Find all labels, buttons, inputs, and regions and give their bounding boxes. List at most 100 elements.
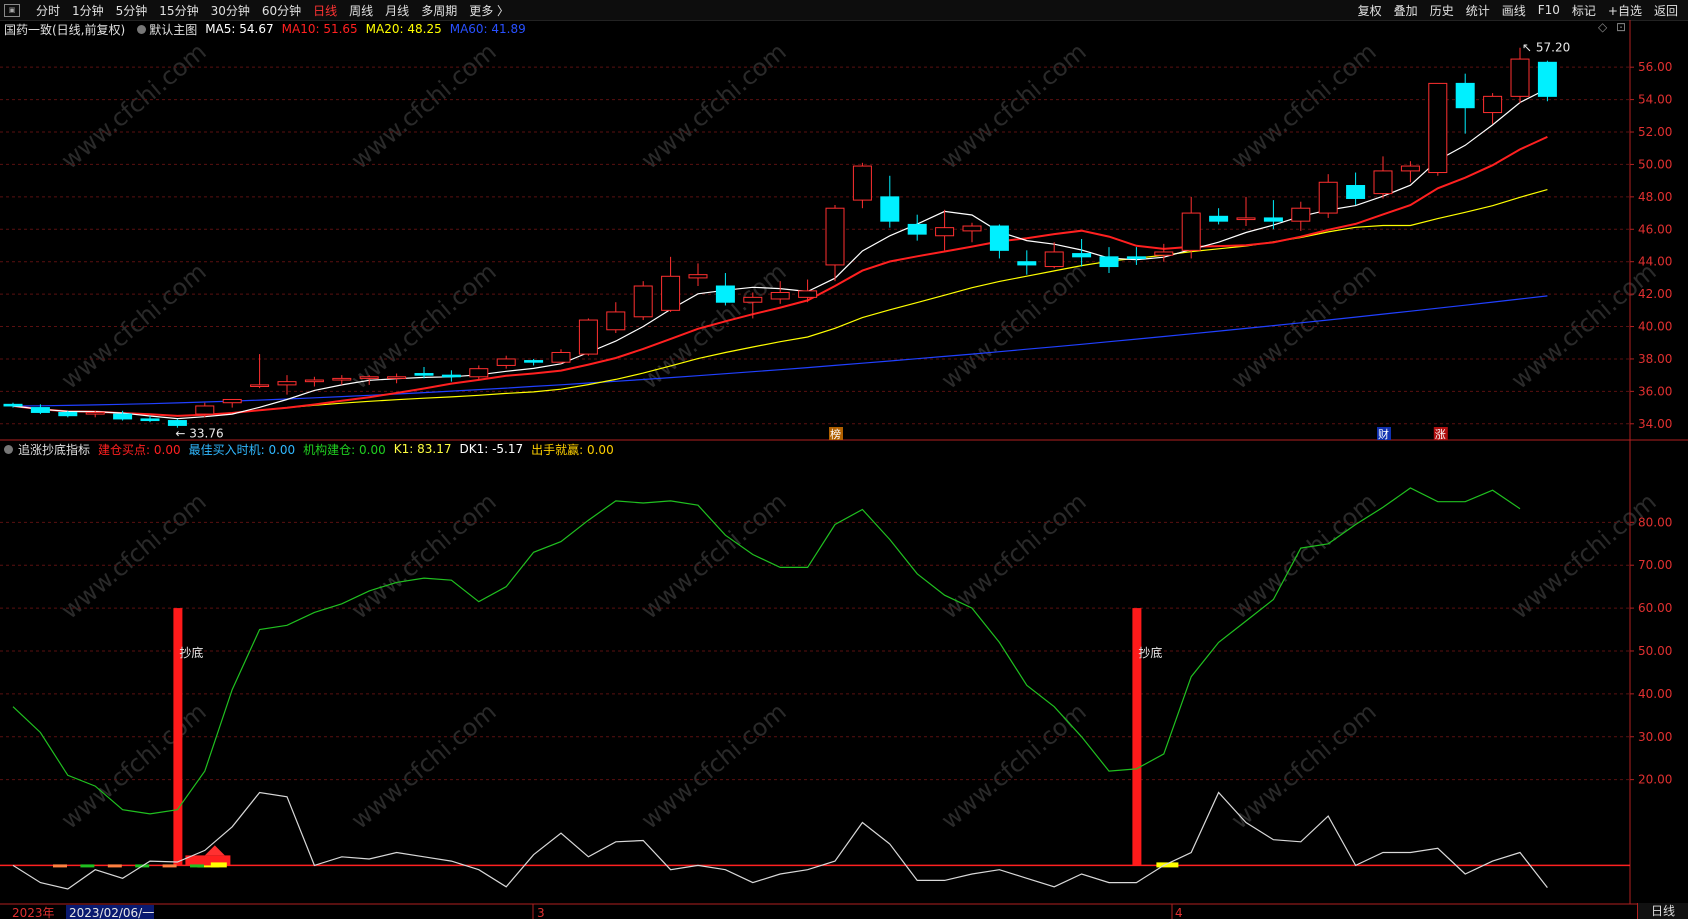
chaodi-bar-1: [1132, 608, 1142, 866]
main-chart-infobar: 国药一致(日线,前复权) 默认主图 MA5: 54.67 MA10: 51.65…: [4, 20, 534, 38]
candle-body-22: [606, 311, 626, 331]
toolbar-button-7[interactable]: +自选: [1607, 3, 1642, 18]
indicator-name[interactable]: 追涨抄底指标: [18, 442, 91, 457]
watermark-text-20: www.cfchi.com: [936, 697, 1092, 834]
period-label[interactable]: 日线: [1637, 903, 1688, 919]
start-dash-5: [190, 864, 204, 868]
toolbar-button-3[interactable]: 统计: [1465, 3, 1490, 18]
xaxis-year: 2023年: [12, 906, 55, 919]
candle-body-17: [469, 368, 489, 378]
candle-body-20: [551, 351, 571, 363]
chaodi-label-1: 抄底: [1138, 645, 1162, 660]
candle-body-48: [1318, 181, 1338, 214]
badge-bang-bg: [829, 427, 843, 440]
dk1-line: [12, 791, 1548, 890]
k1-value: K1: 83.17: [393, 442, 452, 456]
buy-signal-0: [197, 862, 220, 868]
tab-2[interactable]: 5分钟: [115, 3, 148, 18]
tab-5[interactable]: 60分钟: [261, 3, 302, 18]
toolbar-button-6[interactable]: 标记: [1571, 3, 1596, 18]
candle-body-16: [441, 374, 461, 378]
indicator-tick-label-6: 80.00: [1638, 515, 1672, 529]
tab-0[interactable]: 分时: [36, 3, 61, 18]
xaxis-month-3: 3: [537, 906, 545, 919]
badge-bang: 榜: [830, 427, 841, 441]
toolbar-button-8[interactable]: 返回: [1653, 3, 1678, 18]
dk1-value: DK1: -5.17: [459, 442, 524, 456]
indicator-icon[interactable]: [4, 444, 13, 454]
tab-10[interactable]: 更多 〉: [469, 3, 510, 18]
low-price-label: ← 33.76: [175, 427, 223, 441]
candle-body-26: [715, 285, 735, 303]
tab-3[interactable]: 15分钟: [159, 3, 199, 18]
price-tick-label-1: 36.00: [1638, 384, 1672, 398]
ma5-line: [12, 88, 1548, 420]
buy-signal-1: [1156, 862, 1179, 868]
watermark-text-3: www.cfchi.com: [936, 37, 1092, 174]
watermark-text-1: www.cfchi.com: [346, 37, 502, 174]
ma10-value: MA10: 51.65: [281, 22, 358, 36]
indicator-tick-label-5: 70.00: [1638, 558, 1672, 572]
ma60-value: MA60: 41.89: [449, 22, 526, 36]
tab-7[interactable]: 周线: [349, 3, 374, 18]
start-dash-1: [80, 864, 95, 868]
candle-body-24: [661, 275, 681, 311]
template-icon[interactable]: [137, 24, 147, 34]
candle-body-49: [1346, 185, 1366, 199]
signal-block: [185, 855, 231, 866]
jigou-value: 机构建仓: 0.00: [303, 442, 386, 457]
tab-8[interactable]: 月线: [385, 3, 410, 18]
signal-yellow: [210, 862, 227, 868]
candle-body-41: [1126, 256, 1146, 259]
ma5-value: MA5: 54.67: [205, 22, 274, 36]
candle-body-43: [1181, 212, 1201, 251]
candle-body-28: [770, 291, 790, 300]
layout-icon[interactable]: ⊡: [1616, 20, 1627, 34]
watermark-text-15: www.cfchi.com: [1226, 487, 1382, 624]
candle-body-34: [935, 227, 955, 237]
indicator-tick-label-2: 40.00: [1638, 687, 1672, 701]
app-menu-icon[interactable]: ▣: [4, 3, 20, 17]
jiancang-value: 建仓买点: 0.00: [98, 442, 181, 457]
watermark-text-6: www.cfchi.com: [346, 257, 502, 394]
start-dash-2: [107, 864, 122, 868]
candle-body-25: [688, 274, 708, 279]
toolbar-button-5[interactable]: F10: [1537, 3, 1560, 17]
price-tick-label-8: 50.00: [1638, 157, 1672, 171]
tab-9[interactable]: 多周期: [421, 3, 458, 18]
candle-body-29: [798, 290, 818, 298]
candle-body-56: [1537, 61, 1557, 97]
tab-6[interactable]: 日线: [313, 3, 338, 18]
tab-1[interactable]: 1分钟: [72, 3, 104, 18]
high-price-label: ↖ 57.20: [1522, 41, 1570, 55]
candle-body-31: [852, 165, 872, 201]
tab-4[interactable]: 30分钟: [210, 3, 250, 18]
candle-body-12: [332, 377, 352, 381]
candle-body-50: [1373, 170, 1393, 195]
stock-title: 国药一致(日线,前复权): [4, 22, 126, 37]
candle-body-47: [1291, 207, 1311, 222]
candle-body-11: [304, 379, 324, 383]
price-tick-label-9: 52.00: [1638, 125, 1672, 139]
candle-body-53: [1455, 82, 1475, 109]
diamond-icon[interactable]: ◇: [1598, 20, 1608, 34]
candle-body-4: [113, 413, 133, 420]
toolbar-button-1[interactable]: 叠加: [1393, 3, 1418, 18]
toolbar-button-4[interactable]: 画线: [1501, 3, 1526, 18]
candle-body-35: [962, 225, 982, 232]
watermark-text-16: www.cfchi.com: [1506, 487, 1662, 624]
candle-body-55: [1510, 58, 1530, 97]
candle-body-30: [825, 207, 845, 266]
candle-body-40: [1099, 256, 1119, 268]
indicator-tick-label-0: 20.00: [1638, 773, 1672, 787]
watermark-text-13: www.cfchi.com: [636, 487, 792, 624]
toolbar-button-0[interactable]: 复权: [1357, 3, 1382, 18]
template-name[interactable]: 默认主图: [149, 22, 198, 37]
start-dash-0: [53, 864, 67, 868]
toolbar-button-2[interactable]: 历史: [1429, 3, 1454, 18]
candle-body-23: [633, 285, 653, 318]
candle-body-33: [907, 223, 927, 235]
candle-body-37: [1017, 261, 1037, 266]
watermark-text-4: www.cfchi.com: [1226, 37, 1382, 174]
